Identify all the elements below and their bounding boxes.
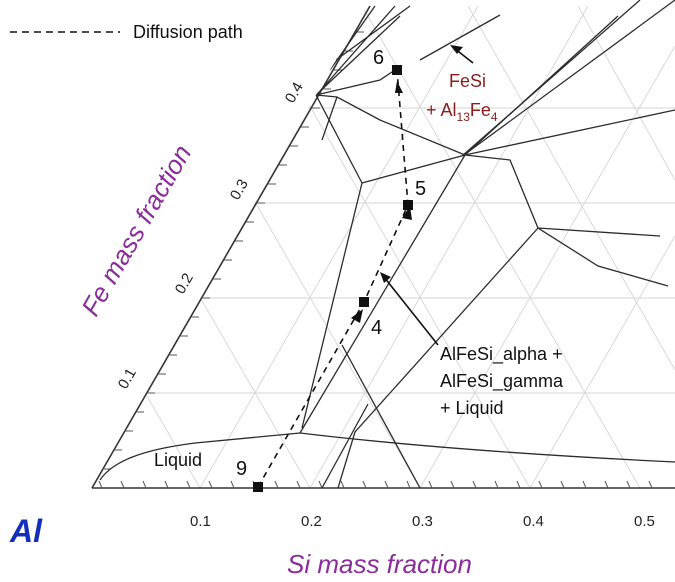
y-tick-0.3: 0.3 (227, 176, 252, 203)
x-tick-0.3: 0.3 (412, 513, 433, 530)
fesi-prefix: + Al (426, 100, 457, 120)
fesi-subscript-1: 13 (457, 110, 471, 124)
point-9-label: 9 (236, 458, 247, 480)
point-6-label: 6 (373, 47, 384, 69)
x-tick-0.5: 0.5 (634, 513, 655, 530)
y-tick-0.2: 0.2 (172, 270, 197, 297)
legend: Diffusion path (10, 22, 243, 42)
point-4-marker (359, 297, 369, 307)
x-tick-0.4: 0.4 (523, 513, 544, 530)
point-4-label: 4 (371, 317, 382, 339)
x-tick-0.2: 0.2 (301, 513, 322, 530)
point-6-marker (392, 65, 402, 75)
grid-lines (92, 5, 675, 488)
alfesi-label-line1: AlFeSi_alpha + (440, 344, 563, 365)
y-tick-0.4: 0.4 (282, 79, 307, 106)
axis-tick-marks (98, 31, 653, 489)
alfesi-label-line3: + Liquid (440, 398, 504, 418)
x-axis-title: Si mass fraction (287, 549, 472, 579)
fesi-mid: Fe (470, 100, 491, 120)
fesi-subscript-2: 4 (491, 110, 498, 124)
annotation-arrows (380, 45, 474, 346)
alfesi-label-line2: AlFeSi_gamma (440, 371, 564, 392)
x-axis-tick-labels: 0.1 0.2 0.3 0.4 0.5 (190, 513, 655, 530)
y-tick-0.1: 0.1 (115, 365, 140, 392)
x-tick-0.1: 0.1 (190, 513, 211, 530)
point-5-marker (403, 200, 413, 210)
point-9-marker (253, 482, 263, 492)
fesi-label-line1: FeSi (449, 71, 486, 91)
diffusion-path (253, 65, 413, 492)
phase-boundaries (99, 0, 675, 488)
liquid-region-label: Liquid (154, 450, 202, 470)
al-corner-label: Al (9, 513, 43, 549)
legend-label: Diffusion path (133, 22, 243, 42)
point-5-label: 5 (415, 178, 426, 200)
fesi-label-line2: + Al13Fe4 (426, 100, 498, 124)
